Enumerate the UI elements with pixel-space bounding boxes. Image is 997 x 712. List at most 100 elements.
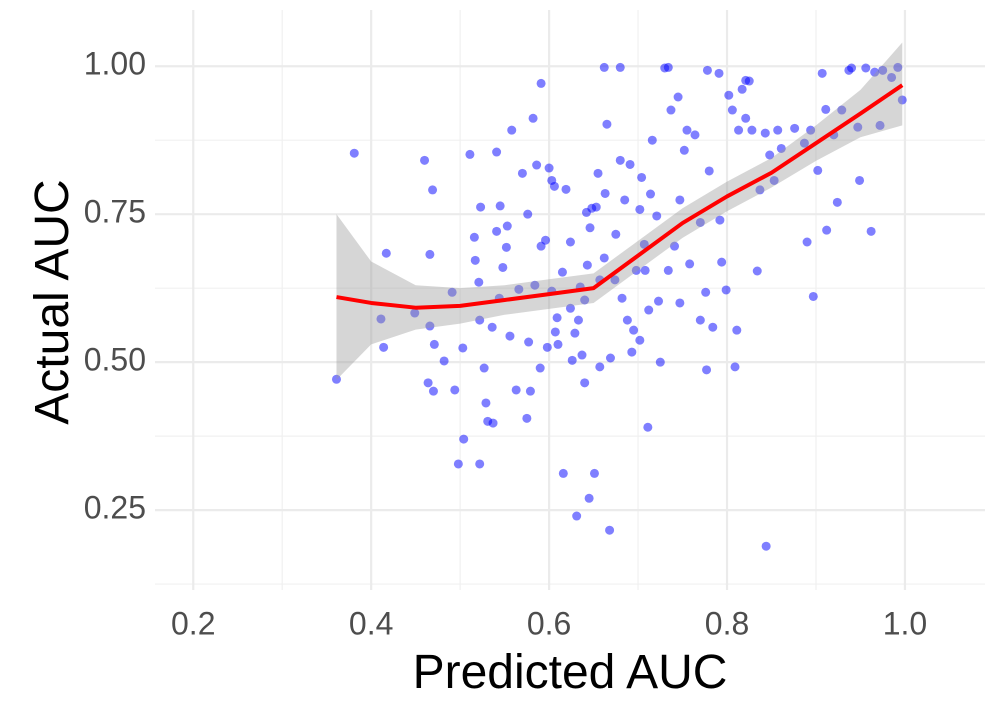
y-tick-label: 0.50	[84, 342, 146, 378]
point	[458, 343, 468, 353]
point	[701, 287, 711, 297]
point	[631, 265, 641, 275]
point	[428, 386, 438, 396]
point	[465, 149, 475, 159]
point	[790, 123, 800, 133]
point	[721, 285, 731, 295]
point	[544, 163, 554, 173]
x-tick-label: 1.0	[883, 605, 927, 641]
point	[760, 128, 770, 138]
point	[498, 262, 508, 272]
point	[379, 342, 389, 352]
point	[542, 342, 552, 352]
point	[821, 104, 831, 114]
point	[611, 229, 621, 239]
point	[635, 204, 645, 214]
point	[476, 202, 486, 212]
point	[615, 155, 625, 165]
point	[808, 291, 818, 301]
point	[675, 298, 685, 308]
point	[822, 225, 832, 235]
point	[647, 135, 657, 145]
point	[475, 459, 485, 469]
point	[714, 68, 724, 78]
point	[773, 125, 783, 135]
point	[567, 355, 577, 365]
point	[732, 325, 742, 335]
point	[349, 148, 359, 158]
point	[730, 362, 740, 372]
point	[637, 172, 647, 182]
point	[622, 315, 632, 325]
point	[673, 92, 683, 102]
point	[893, 62, 903, 72]
confidence-band	[336, 42, 903, 380]
point	[429, 339, 439, 349]
point	[878, 65, 888, 75]
point	[806, 125, 816, 135]
y-axis-title: Actual AUC	[26, 179, 79, 424]
point	[702, 365, 712, 375]
point	[639, 239, 649, 249]
y-tick-label: 1.00	[84, 46, 146, 82]
point	[523, 209, 533, 219]
point	[600, 188, 610, 198]
point	[837, 105, 847, 115]
point	[897, 95, 907, 105]
point	[652, 211, 662, 221]
point	[528, 113, 538, 123]
point	[853, 122, 863, 132]
point	[524, 337, 534, 347]
point	[741, 113, 751, 123]
point	[553, 339, 563, 349]
point	[572, 511, 582, 521]
point	[447, 287, 457, 297]
x-tick-label: 0.2	[171, 605, 215, 641]
point	[584, 493, 594, 503]
point	[507, 125, 517, 135]
point	[410, 308, 420, 318]
point	[535, 363, 545, 373]
point	[470, 255, 480, 265]
point	[492, 147, 502, 157]
point	[727, 105, 737, 115]
point	[420, 155, 430, 165]
point	[585, 223, 595, 233]
point	[505, 331, 515, 341]
point	[450, 385, 460, 395]
point	[495, 201, 505, 211]
point	[870, 67, 880, 77]
x-tick-label: 0.8	[705, 605, 749, 641]
point	[580, 295, 590, 305]
point	[561, 184, 571, 194]
point	[715, 215, 725, 225]
point	[643, 422, 653, 432]
point	[747, 125, 757, 135]
point	[617, 293, 627, 303]
y-tick-label: 0.75	[84, 194, 146, 230]
point	[695, 315, 705, 325]
point	[675, 195, 685, 205]
y-tick-label: 0.25	[84, 490, 146, 526]
point	[670, 241, 680, 251]
point	[755, 185, 765, 195]
point	[488, 418, 498, 428]
point	[644, 305, 654, 315]
x-tick-label: 0.4	[349, 605, 393, 641]
point	[487, 322, 497, 332]
point	[737, 84, 747, 94]
point	[428, 185, 438, 195]
point	[640, 265, 650, 275]
point	[501, 242, 511, 252]
point	[734, 125, 744, 135]
point	[479, 363, 489, 373]
x-axis-title: Predicted AUC	[413, 646, 728, 699]
point	[605, 525, 615, 535]
point	[602, 119, 612, 129]
x-tick-label: 0.6	[527, 605, 571, 641]
point	[620, 195, 630, 205]
point	[599, 253, 609, 263]
point	[376, 314, 386, 324]
point	[582, 260, 592, 270]
point	[459, 434, 469, 444]
